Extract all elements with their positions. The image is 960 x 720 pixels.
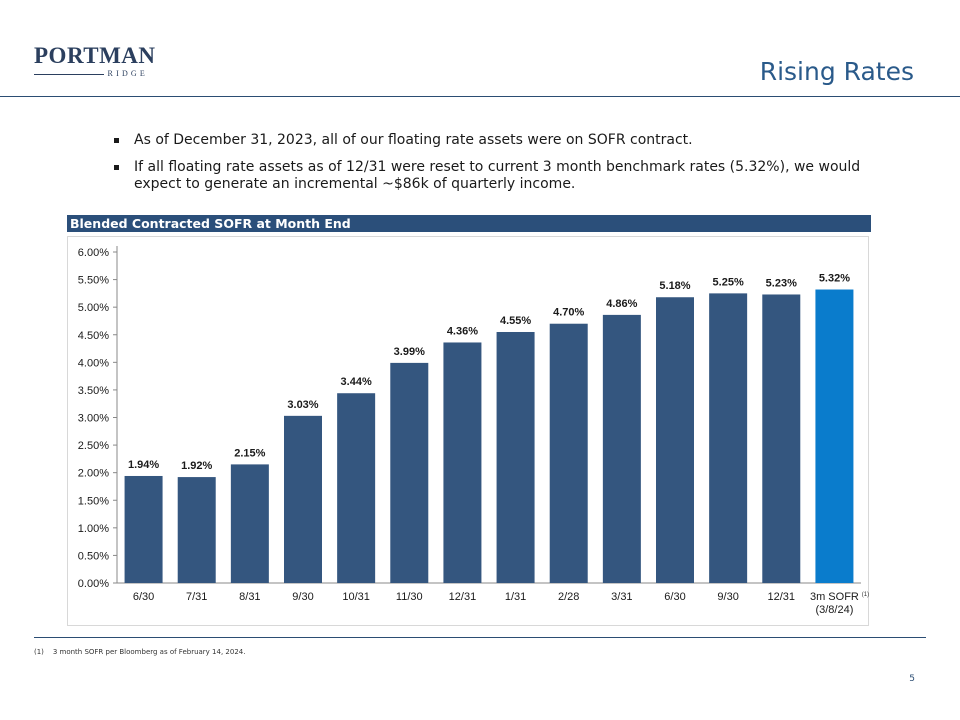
bar — [656, 297, 694, 583]
x-tick-label: 12/31 — [768, 591, 796, 603]
x-tick-label: 9/30 — [292, 591, 313, 603]
x-tick-label: 3m SOFR — [810, 591, 859, 603]
x-tick-label: 9/30 — [717, 591, 738, 603]
x-tick-label: 7/31 — [186, 591, 207, 603]
bullet-square-icon — [114, 138, 119, 143]
bullet-text: As of December 31, 2023, all of our floa… — [134, 132, 693, 148]
x-tick-label: 6/30 — [133, 591, 154, 603]
x-tick-label: 8/31 — [239, 591, 260, 603]
x-tick-label: 3/31 — [611, 591, 632, 603]
y-tick-label: 0.50% — [78, 550, 109, 562]
y-tick-label: 4.00% — [78, 357, 109, 369]
bullet-item: If all floating rate assets as of 12/31 … — [114, 159, 864, 193]
footnote: (1) 3 month SOFR per Bloomberg as of Feb… — [34, 648, 245, 656]
bar-data-label: 2.15% — [234, 447, 265, 459]
y-tick-label: 4.50% — [78, 330, 109, 342]
bar — [124, 475, 163, 583]
bullet-list: As of December 31, 2023, all of our floa… — [114, 132, 864, 203]
y-tick-label: 2.00% — [78, 468, 109, 480]
logo-rule — [34, 73, 104, 75]
chart-frame — [67, 236, 869, 626]
bar-data-label: 5.25% — [713, 276, 744, 288]
bar-data-label: 3.03% — [287, 399, 318, 411]
bar — [602, 314, 641, 583]
x-tick-label: 10/31 — [342, 591, 370, 603]
x-tick-label: 12/31 — [449, 591, 477, 603]
header-divider — [0, 96, 960, 97]
page-number: 5 — [909, 674, 915, 684]
y-tick-label: 1.00% — [78, 523, 109, 535]
chart-title-bar: Blended Contracted SOFR at Month End — [67, 215, 871, 232]
logo-wordmark: PORTMAN — [34, 43, 156, 68]
bullet-item: As of December 31, 2023, all of our floa… — [114, 132, 864, 149]
bar-data-label: 1.92% — [181, 460, 212, 472]
x-tick-label: 2/28 — [558, 591, 579, 603]
bar — [815, 289, 854, 583]
bar — [230, 464, 269, 583]
bar-data-label: 1.94% — [128, 459, 159, 471]
bar — [390, 362, 429, 583]
x-tick-label: 1/31 — [505, 591, 526, 603]
y-tick-label: 3.50% — [78, 385, 109, 397]
x-tick-label: 11/30 — [396, 591, 423, 603]
bar-data-label: 5.32% — [819, 273, 850, 285]
bar — [762, 294, 801, 583]
y-tick-label: 6.00% — [78, 247, 109, 259]
bullet-text: If all floating rate assets as of 12/31 … — [134, 159, 861, 192]
bar — [337, 393, 376, 583]
footer-divider — [34, 637, 926, 638]
bar-data-label: 3.99% — [394, 346, 425, 358]
y-tick-label: 1.50% — [78, 495, 109, 507]
bar-data-label: 4.70% — [553, 307, 584, 319]
x-tick-label: (3/8/24) — [815, 604, 853, 616]
y-tick-label: 5.00% — [78, 302, 109, 314]
bar-data-label: 5.18% — [659, 280, 690, 292]
bar-data-label: 5.23% — [766, 277, 797, 289]
sofr-bar-chart: 0.00% 0.50% 1.00% 1.50% 2.00% 2.50% 3.00% 3.50%… — [78, 246, 869, 616]
bar-data-label: 3.44% — [341, 376, 372, 388]
footnote-marker: (1) — [34, 648, 44, 656]
footnote-text: 3 month SOFR per Bloomberg as of Februar… — [52, 648, 246, 656]
bar — [443, 342, 482, 583]
footnote-marker-label: (1) — [862, 592, 869, 598]
y-tick-label: 3.00% — [78, 413, 109, 425]
bar — [496, 331, 535, 583]
page-title: Rising Rates — [759, 57, 914, 86]
bar — [284, 415, 322, 583]
bar-data-label: 4.36% — [447, 325, 478, 337]
bar — [709, 293, 748, 583]
y-tick-label: 0.00% — [78, 578, 109, 590]
bar-data-label: 4.55% — [500, 315, 531, 327]
y-tick-label: 5.50% — [78, 275, 109, 287]
company-logo: PORTMAN RIDGE — [34, 43, 156, 79]
bullet-square-icon — [114, 165, 119, 170]
y-tick-label: 2.50% — [78, 440, 109, 452]
x-tick-label: 6/30 — [664, 591, 685, 603]
bar — [177, 477, 216, 583]
bar — [549, 323, 588, 583]
logo-subtext: RIDGE — [107, 69, 148, 78]
bar-data-label: 4.86% — [606, 298, 637, 310]
logo-subrow: RIDGE — [34, 69, 148, 79]
